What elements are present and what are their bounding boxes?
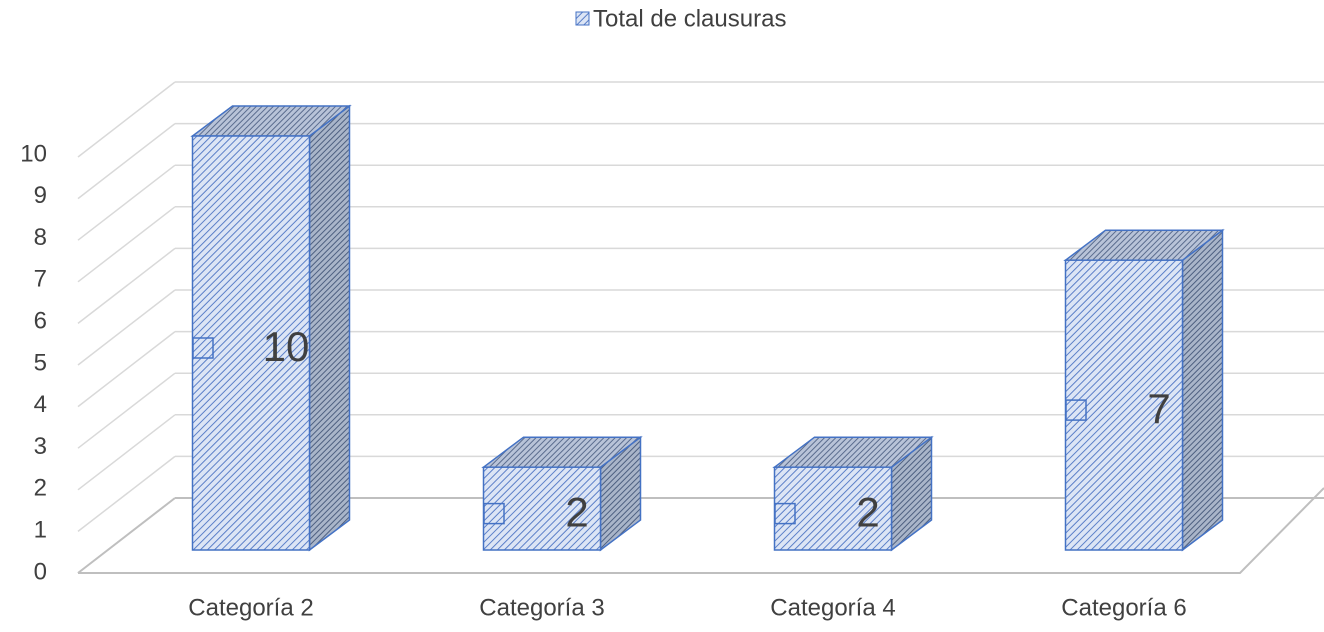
grid-line [77, 331, 176, 408]
y-tick-label: 10 [20, 140, 47, 167]
y-tick-label: 0 [34, 558, 47, 585]
grid-line [77, 123, 176, 200]
floor [78, 487, 1324, 574]
bar-side [1181, 228, 1224, 552]
x-tick-label: Categoría 6 [1061, 594, 1186, 621]
y-tick-label: 5 [34, 349, 47, 376]
data-label-key [483, 502, 505, 525]
y-tick-label: 6 [34, 308, 47, 335]
data-label: 2 [856, 489, 879, 536]
y-tick-label: 3 [34, 433, 47, 460]
y-tick-label: 4 [34, 391, 47, 418]
data-label-key [1065, 399, 1087, 421]
grid-line [77, 81, 176, 158]
grid-line [77, 372, 176, 449]
grid-line [77, 164, 176, 241]
y-tick-label: 2 [34, 475, 47, 502]
data-label-key [774, 502, 796, 525]
y-tick-label: 9 [34, 182, 47, 209]
y-tick-label: 1 [34, 517, 47, 544]
grid-line [77, 206, 176, 283]
data-label: 7 [1147, 385, 1170, 432]
legend: Total de clausuras [575, 5, 786, 32]
grid-line [77, 414, 176, 491]
grid-line [77, 455, 176, 532]
data-label-key [192, 337, 214, 359]
grid-line [77, 289, 176, 366]
data-label: 10 [263, 323, 310, 370]
x-tick-label: Categoría 2 [188, 594, 313, 621]
legend-key [575, 11, 590, 26]
y-tick-label: 7 [34, 266, 47, 293]
floor-back [77, 497, 176, 574]
x-tick-label: Categoría 4 [770, 594, 895, 621]
bar-side [308, 104, 351, 552]
grid-line [77, 247, 176, 324]
legend-label: Total de clausuras [593, 5, 786, 32]
x-tick-label: Categoría 3 [479, 594, 604, 621]
y-tick-label: 8 [34, 224, 47, 251]
data-label: 2 [565, 489, 588, 536]
